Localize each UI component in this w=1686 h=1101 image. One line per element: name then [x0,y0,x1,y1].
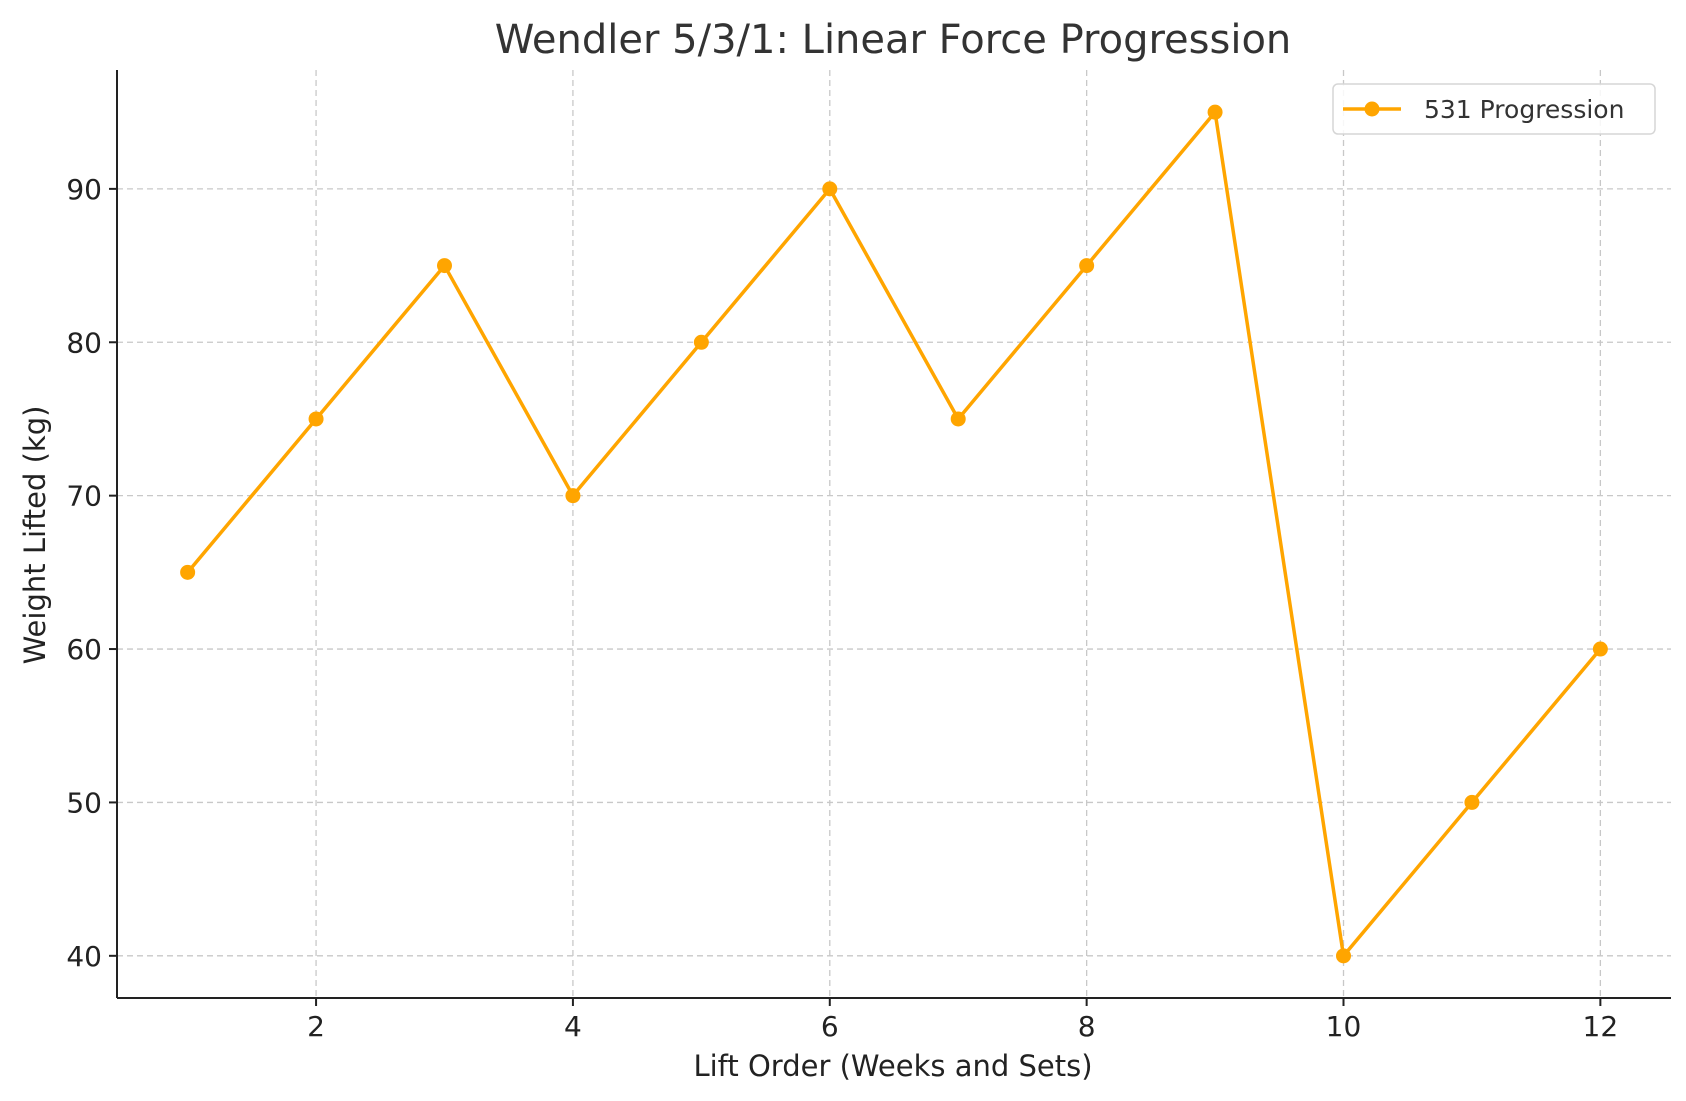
x-tick-label-8: 8 [1078,1010,1096,1043]
data-point-7 [950,411,966,427]
data-point-1 [180,564,196,580]
data-point-8 [1079,258,1095,274]
x-tick-label-10: 10 [1326,1010,1362,1043]
data-point-12 [1592,641,1608,657]
x-tick-label-4: 4 [564,1010,582,1043]
y-tick-label-50: 50 [66,786,102,819]
series-group [180,104,1608,964]
legend-entry-label: 531 Progression [1424,95,1624,124]
legend: 531 Progression [1332,83,1656,135]
axes-spines [116,70,1671,999]
data-point-2 [308,411,324,427]
x-tick-label-2: 2 [307,1010,325,1043]
y-tick-label-40: 40 [66,940,102,973]
data-point-5 [693,334,709,350]
y-axis-ticks: 40 50 60 70 80 90 [66,173,117,973]
y-tick-label-60: 60 [66,633,102,666]
grid [117,70,1671,998]
y-axis-label: Weight Lifted (kg) [18,406,52,665]
data-point-9 [1207,104,1223,120]
y-tick-label-80: 80 [66,326,102,359]
data-point-6 [822,181,838,197]
legend-marker-sample [1364,101,1380,117]
data-point-3 [436,258,452,274]
series-line-0 [186,110,1602,958]
x-tick-label-12: 12 [1583,1010,1619,1043]
x-tick-label-6: 6 [821,1010,839,1043]
data-point-4 [565,488,581,504]
x-axis-label: Lift Order (Weeks and Sets) [693,1049,1092,1083]
legend-box [1332,83,1656,135]
y-tick-label-70: 70 [66,480,102,513]
data-point-11 [1464,794,1480,810]
y-tick-label-90: 90 [66,173,102,206]
chart-title: Wendler 5/3/1: Linear Force Progression [495,17,1292,63]
x-axis-ticks: 2 4 6 8 10 12 [307,998,1618,1043]
data-point-10 [1336,948,1352,964]
